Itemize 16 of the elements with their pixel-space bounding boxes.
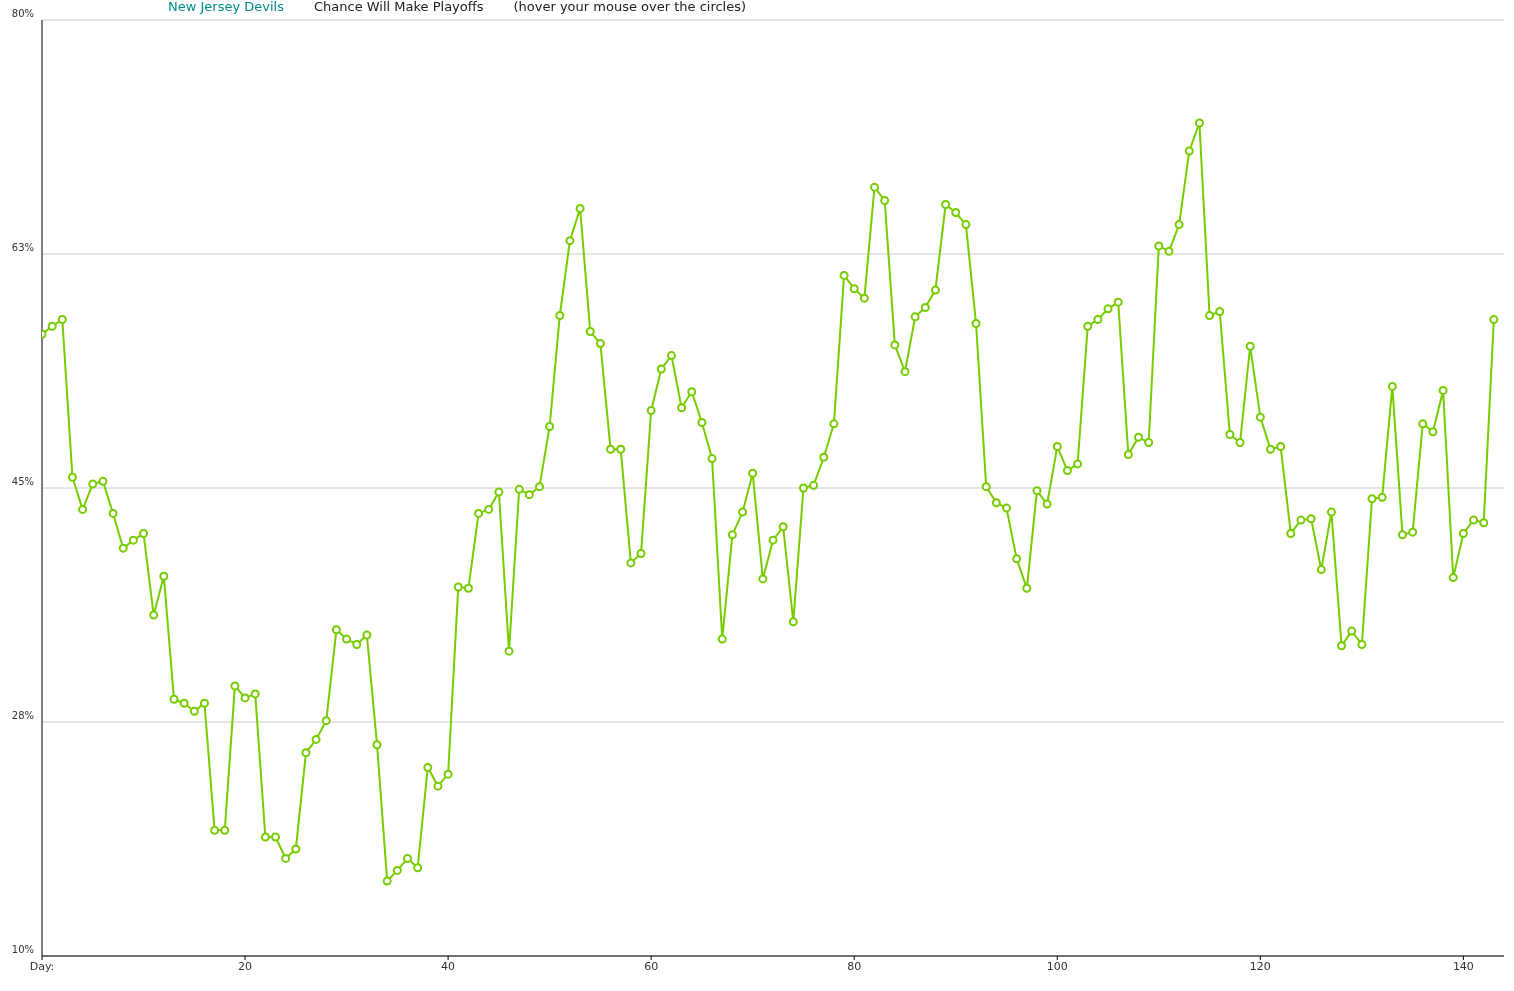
chart-title: New Jersey Devils [168,0,284,14]
text: (hover your mouse over the circles) [513,0,747,14]
x-tick-label: 80 [847,959,862,973]
x-tick-label: Day: [29,959,55,973]
x-tick-label: 20 [238,959,253,973]
y-tick-label: 10% [11,944,34,955]
x-tick-label: 120 [1249,959,1271,973]
y-tick-label: 28% [11,710,34,721]
x-tick-label: 100 [1046,959,1068,973]
y-tick-label: 63% [11,242,34,253]
y-tick-label: 45% [11,476,34,487]
chart-subtitle: Chance Will Make Playoffs [313,0,484,14]
x-tick-label: 60 [644,959,659,973]
y-tick-label: 80% [11,8,34,19]
x-tick-label: 40 [441,959,456,973]
x-tick-label: 140 [1452,959,1474,973]
